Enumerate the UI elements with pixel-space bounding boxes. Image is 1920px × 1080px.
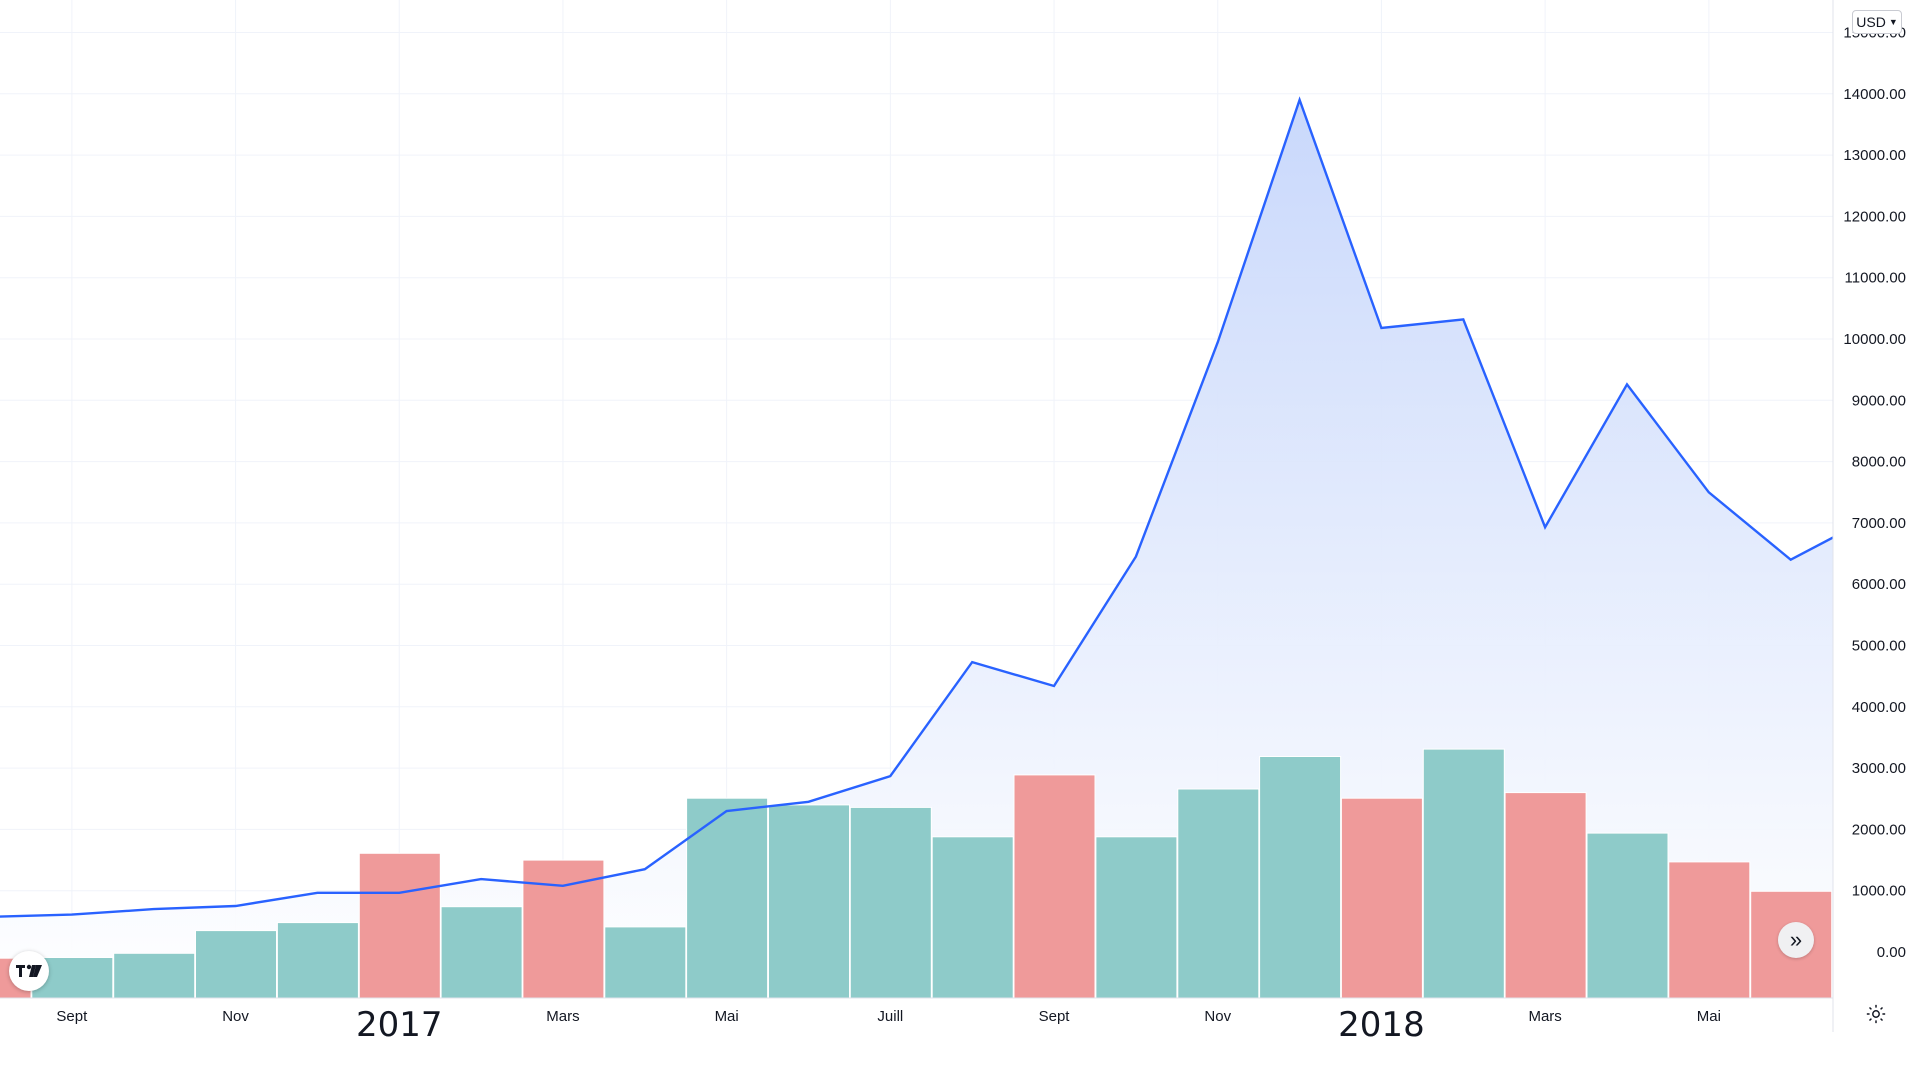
volume-bar xyxy=(849,806,932,998)
price-line xyxy=(0,96,1833,918)
volume-bar xyxy=(440,906,523,998)
y-tick-label: 11000.00 xyxy=(1845,270,1906,287)
volume-bar xyxy=(1586,832,1669,998)
volume-bars xyxy=(0,748,1833,998)
time-axis[interactable]: Sept Nov 2017 Mars Mai Juill Sept Nov 2018 Mars Ma… xyxy=(56,1005,1721,1045)
y-tick-label: 10000.00 xyxy=(1843,331,1906,348)
volume-bar xyxy=(1177,788,1260,998)
x-tick-label: Juill xyxy=(877,1008,903,1025)
volume-bar xyxy=(1668,861,1751,998)
volume-bar xyxy=(1504,792,1587,998)
y-tick-label: 8000.00 xyxy=(1852,454,1906,471)
volume-bar xyxy=(1422,748,1505,998)
y-tick-label: 13000.00 xyxy=(1843,147,1906,164)
price-line-group xyxy=(0,96,1833,918)
volume-bar xyxy=(768,804,850,998)
y-tick-label: 4000.00 xyxy=(1852,699,1906,716)
x-tick-label: Nov xyxy=(1204,1008,1231,1025)
volume-bar xyxy=(1013,774,1096,998)
y-tick-label: 9000.00 xyxy=(1852,392,1906,409)
y-tick-label: 0.00 xyxy=(1877,944,1906,961)
x-tick-label: Sept xyxy=(1039,1008,1071,1025)
volume-bar xyxy=(113,952,196,998)
y-tick-label: 3000.00 xyxy=(1852,760,1906,777)
volume-bar xyxy=(1259,756,1342,998)
y-tick-label: 6000.00 xyxy=(1852,576,1906,593)
volume-bar xyxy=(1340,797,1423,998)
y-tick-label: 2000.00 xyxy=(1852,821,1906,838)
x-tick-label: Mai xyxy=(715,1008,739,1025)
y-tick-label: 14000.00 xyxy=(1843,86,1906,103)
chevron-down-icon: ▼ xyxy=(1888,17,1898,27)
y-tick-label: 7000.00 xyxy=(1852,515,1906,532)
volume-bar xyxy=(195,930,277,998)
y-tick-label: 1000.00 xyxy=(1852,883,1906,900)
x-tick-label: Mars xyxy=(546,1008,579,1025)
volume-bar xyxy=(931,836,1014,998)
y-tick-label: 12000.00 xyxy=(1843,208,1906,225)
x-tick-label: Sept xyxy=(56,1008,88,1025)
tradingview-logo-icon[interactable] xyxy=(9,951,49,991)
volume-bar xyxy=(276,922,359,998)
volume-bar xyxy=(686,797,769,998)
currency-label: USD xyxy=(1856,14,1886,30)
double-chevron-right-icon[interactable]: » xyxy=(1778,922,1814,958)
x-year-label: 2018 xyxy=(1338,1005,1425,1045)
volume-bar xyxy=(1095,836,1178,998)
price-area-fill xyxy=(0,99,1833,998)
price-area xyxy=(0,99,1833,998)
x-tick-label: Nov xyxy=(222,1008,249,1025)
gear-icon[interactable] xyxy=(1862,1000,1890,1028)
volume-bar xyxy=(604,926,687,998)
y-tick-label: 5000.00 xyxy=(1852,638,1906,655)
x-tick-label: Mai xyxy=(1697,1008,1721,1025)
x-year-label: 2017 xyxy=(356,1005,443,1045)
price-axis[interactable]: 0.00 1000.00 2000.00 3000.00 4000.00 5000.00 6… xyxy=(1843,25,1906,962)
x-tick-label: Mars xyxy=(1528,1008,1561,1025)
volume-bar xyxy=(358,852,441,998)
currency-button[interactable]: USD ▼ xyxy=(1852,10,1902,34)
